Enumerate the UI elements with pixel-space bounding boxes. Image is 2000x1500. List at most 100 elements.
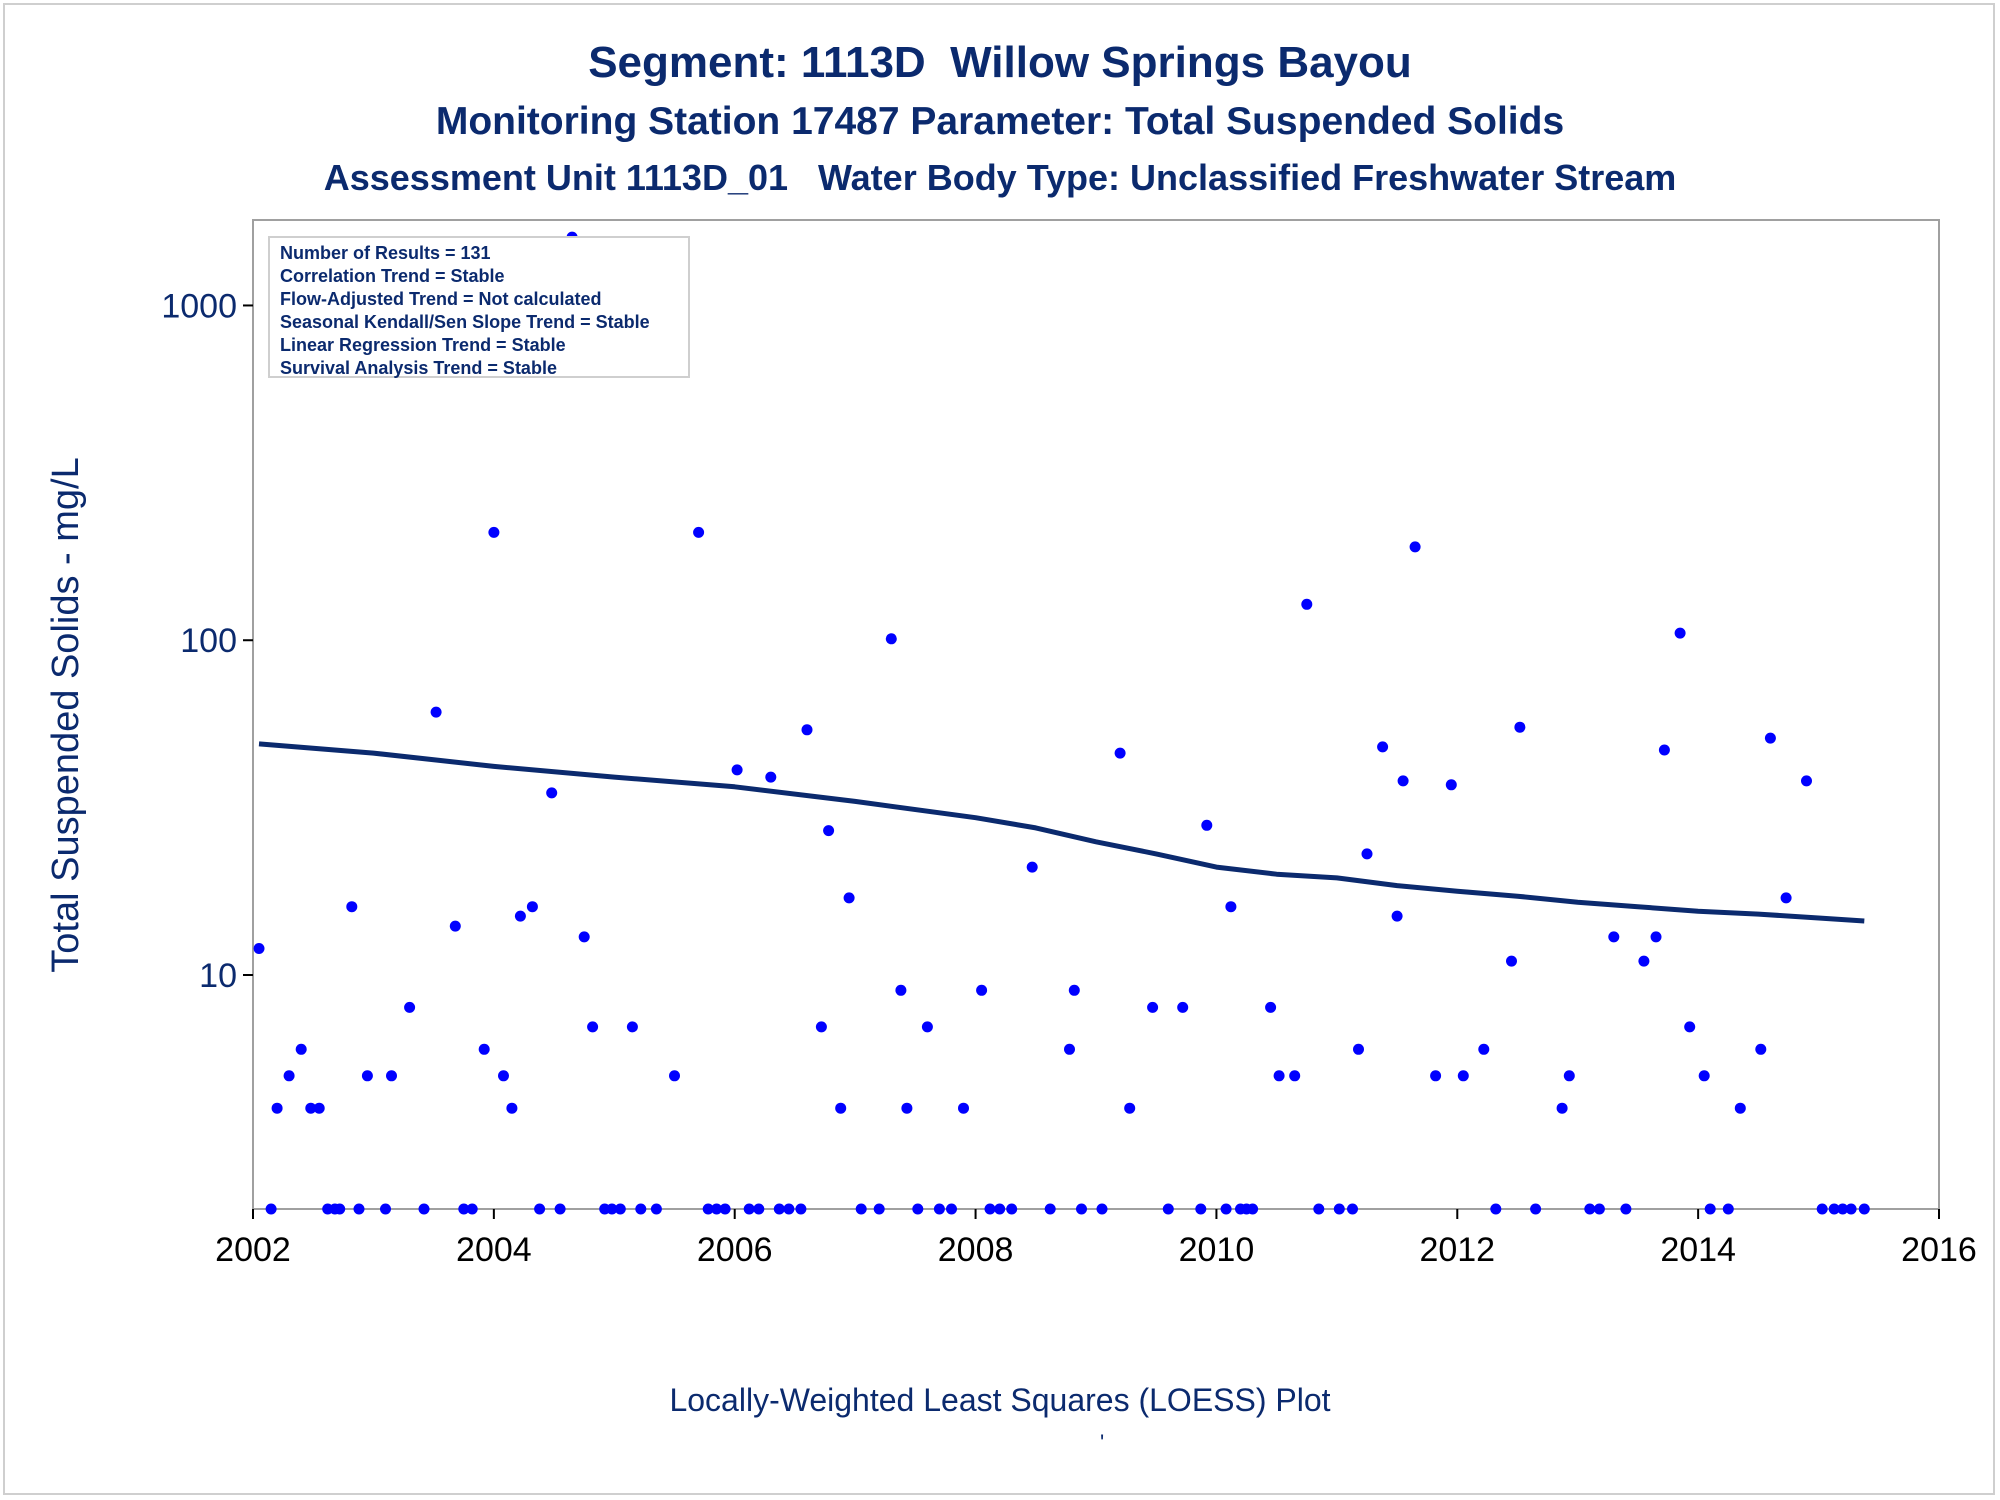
info-result-count: Number of Results = 131 xyxy=(280,243,491,263)
data-point xyxy=(1430,1070,1442,1082)
data-point xyxy=(1620,1203,1632,1215)
data-point xyxy=(265,1203,277,1215)
loess-series xyxy=(258,741,1865,924)
data-point xyxy=(283,1070,295,1082)
y-tick-label: 100 xyxy=(180,622,237,660)
data-point xyxy=(1608,931,1620,943)
x-axis: 2002 2004 2006 2008 2010 2012 2014 2016 xyxy=(215,1209,1977,1269)
trend-info-box: Number of Results = 131 Correlation Tren… xyxy=(268,236,690,378)
data-point xyxy=(498,1070,509,1082)
x-tick-label: 2008 xyxy=(938,1231,1014,1269)
data-point xyxy=(380,1203,391,1215)
data-point xyxy=(1530,1203,1542,1215)
data-point xyxy=(578,931,590,943)
info-correlation-trend: Correlation Trend = Stable xyxy=(280,266,505,286)
data-point xyxy=(1273,1070,1285,1082)
data-point xyxy=(946,1203,957,1215)
data-point xyxy=(901,1102,913,1114)
plot-footnote: Locally-Weighted Least Squares (LOESS) P… xyxy=(669,1382,1331,1418)
data-point xyxy=(1674,627,1686,639)
info-survival-analysis-trend: Survival Analysis Trend = Stable xyxy=(280,358,557,378)
data-point xyxy=(731,764,743,776)
data-point xyxy=(719,1203,731,1215)
data-point xyxy=(650,1203,662,1215)
plot-area xyxy=(252,219,1940,1210)
data-point xyxy=(1353,1043,1364,1055)
data-point xyxy=(271,1102,283,1114)
data-point xyxy=(885,633,897,645)
data-point xyxy=(1195,1203,1207,1215)
data-point xyxy=(895,984,907,996)
data-point xyxy=(1816,1203,1828,1215)
data-point xyxy=(693,526,705,538)
data-point xyxy=(334,1203,346,1215)
data-point xyxy=(1563,1070,1575,1082)
data-point xyxy=(711,1203,723,1215)
data-point xyxy=(1361,848,1373,860)
data-point xyxy=(253,943,265,954)
data-point xyxy=(1114,747,1126,759)
data-point xyxy=(488,526,500,538)
data-point xyxy=(353,1203,365,1215)
x-tick-label: 2002 xyxy=(215,1231,291,1269)
data-point xyxy=(1490,1203,1502,1215)
scatter-series xyxy=(253,231,1870,1215)
data-point xyxy=(1220,1203,1232,1215)
data-point xyxy=(295,1043,307,1055)
data-point xyxy=(1704,1203,1716,1215)
data-point xyxy=(458,1203,470,1215)
data-point xyxy=(534,1203,546,1215)
data-point xyxy=(1457,1070,1469,1082)
data-point xyxy=(506,1102,518,1114)
data-point xyxy=(1593,1203,1605,1215)
data-point xyxy=(743,1203,755,1215)
data-point xyxy=(1858,1203,1870,1215)
x-tick-label: 2010 xyxy=(1179,1231,1255,1269)
data-point xyxy=(958,1102,969,1114)
chart-subtitle-assessment: Assessment Unit 1113D_01 Water Body Type… xyxy=(323,157,1677,198)
data-point xyxy=(1845,1203,1857,1215)
data-point xyxy=(313,1102,325,1114)
info-seasonal-kendall-trend: Seasonal Kendall/Sen Slope Trend = Stabl… xyxy=(280,312,650,332)
data-point xyxy=(1201,819,1213,831)
data-point xyxy=(1096,1203,1108,1215)
data-point xyxy=(1755,1043,1767,1055)
data-point xyxy=(1445,779,1457,791)
data-point xyxy=(753,1203,765,1215)
data-point xyxy=(765,771,777,783)
data-point xyxy=(386,1070,397,1082)
data-point xyxy=(933,1203,945,1215)
data-point xyxy=(1026,861,1038,873)
data-point xyxy=(1289,1070,1301,1082)
data-point xyxy=(994,1203,1006,1215)
data-point xyxy=(1409,541,1421,553)
data-point xyxy=(1225,901,1237,913)
data-point xyxy=(855,1203,867,1215)
data-point xyxy=(626,1021,638,1033)
data-point xyxy=(1722,1203,1734,1215)
data-point xyxy=(478,1043,490,1055)
y-tick-label: 1000 xyxy=(161,287,237,325)
data-point xyxy=(1556,1102,1568,1114)
x-tick-label: 2014 xyxy=(1660,1231,1736,1269)
data-point xyxy=(669,1070,680,1082)
x-tick-label: 2004 xyxy=(456,1231,532,1269)
data-point xyxy=(1347,1203,1358,1215)
footnote-mark: ' xyxy=(1100,1430,1105,1455)
data-point xyxy=(1064,1043,1075,1055)
data-point xyxy=(1684,1021,1696,1033)
data-point xyxy=(1006,1203,1018,1215)
data-point xyxy=(606,1203,618,1215)
data-point xyxy=(1301,598,1313,610)
data-point xyxy=(1698,1070,1710,1082)
data-point xyxy=(1377,741,1389,753)
data-point xyxy=(1780,892,1792,904)
data-point xyxy=(305,1102,317,1114)
data-point xyxy=(1333,1203,1345,1215)
data-point xyxy=(614,1203,626,1215)
x-tick-label: 2016 xyxy=(1901,1231,1977,1269)
data-point xyxy=(546,787,558,799)
data-point xyxy=(1391,910,1403,922)
x-tick-label: 2006 xyxy=(697,1231,773,1269)
